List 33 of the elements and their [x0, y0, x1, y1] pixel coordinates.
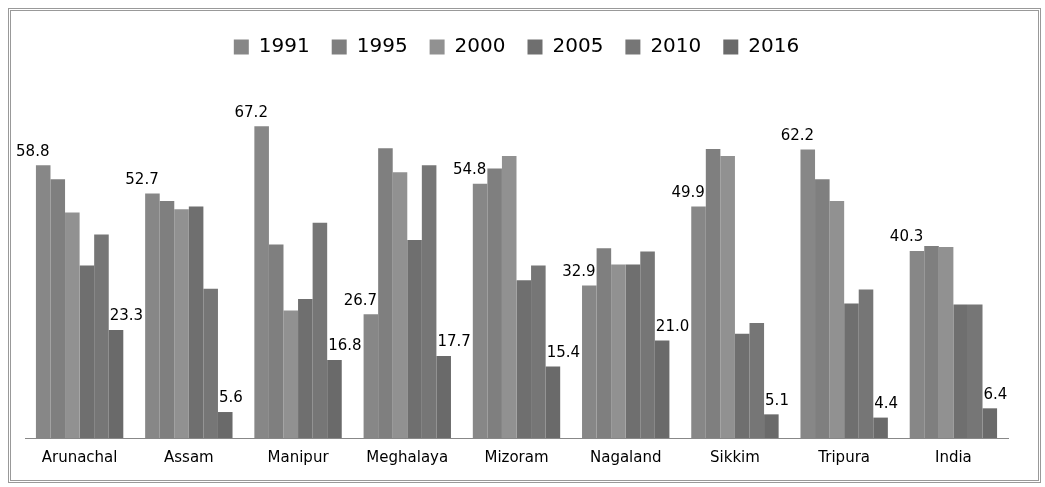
data-label: 40.3 [889, 227, 924, 246]
data-label: 5.1 [765, 390, 789, 409]
data-label: 54.8 [452, 160, 487, 179]
legend-label: 1995 [356, 33, 408, 58]
x-tick-label: Nagaland [589, 447, 662, 466]
x-tick-label: Manipur [267, 447, 330, 466]
data-label: 17.7 [437, 332, 471, 351]
data-label: 15.4 [546, 342, 581, 361]
data-label: 62.2 [780, 125, 815, 144]
x-tick-label: Arunachal [41, 447, 118, 466]
legend-label: 1991 [258, 33, 310, 58]
data-label: 16.8 [328, 336, 362, 355]
data-label: 23.3 [109, 306, 144, 325]
legend-label: 2010 [650, 33, 702, 58]
data-label: 67.2 [234, 102, 268, 121]
data-label: 52.7 [125, 169, 159, 188]
legend-label: 2000 [454, 33, 506, 58]
x-tick-label: Assam [163, 447, 214, 466]
x-tick-label: Tripura [817, 447, 871, 466]
data-label: 26.7 [343, 290, 378, 309]
data-label: 32.9 [562, 261, 596, 280]
data-label: 49.9 [671, 182, 705, 201]
x-tick-label: Meghalaya [366, 447, 449, 466]
legend-label: 2016 [748, 33, 800, 58]
data-label: 21.0 [655, 317, 690, 335]
x-tick-label: Sikkim [710, 447, 760, 466]
data-label: 5.6 [218, 388, 243, 407]
data-label: 6.4 [983, 384, 1008, 403]
data-label: 4.4 [874, 393, 899, 412]
x-tick-label: India [934, 447, 972, 466]
x-tick-label: Mizoram [484, 447, 549, 466]
data-label: 58.8 [16, 141, 50, 160]
legend-label: 2005 [552, 33, 604, 58]
